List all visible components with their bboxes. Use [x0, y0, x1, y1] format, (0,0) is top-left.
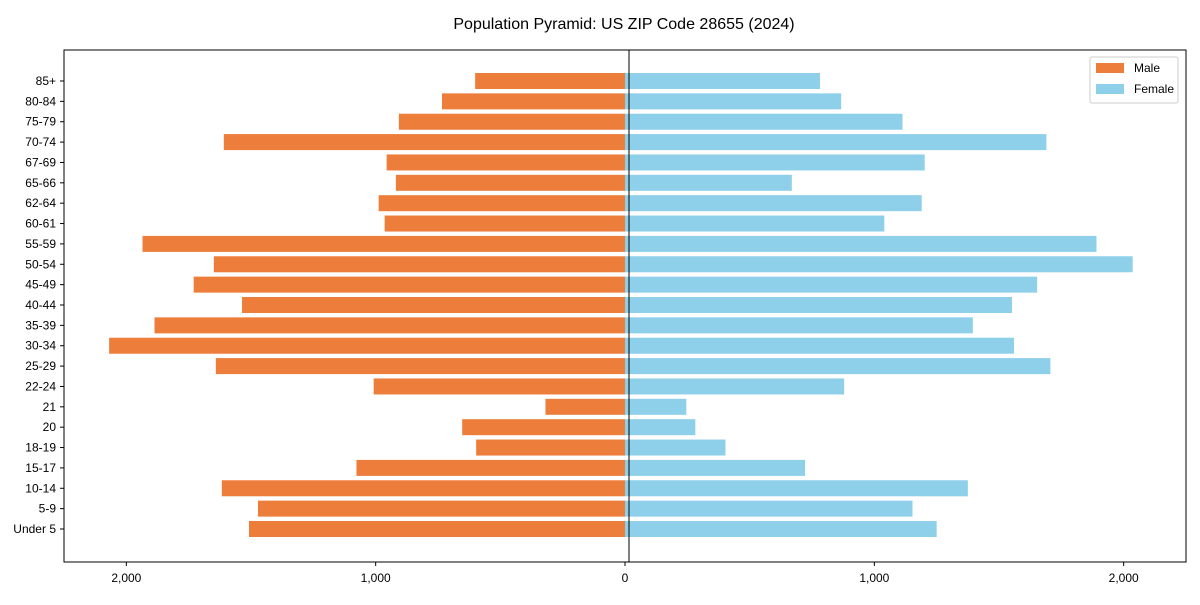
- bar-female-40-44: [625, 297, 1012, 313]
- y-tick-label: Under 5: [13, 522, 56, 536]
- bar-male-35-39: [154, 317, 625, 334]
- bar-male-70-74: [223, 134, 625, 151]
- bar-male-75-79: [398, 113, 625, 130]
- bar-male-10-14: [221, 480, 625, 497]
- bar-male-80-84: [441, 93, 625, 110]
- y-tick-label: 5-9: [39, 502, 57, 516]
- bar-female-35-39: [625, 317, 973, 334]
- y-tick-label: 22-24: [25, 379, 56, 393]
- y-tick-label: 62-64: [25, 196, 56, 210]
- bar-male-22-24: [373, 378, 625, 395]
- x-tick-label: 1,000: [859, 571, 889, 585]
- bar-female-21: [625, 398, 687, 415]
- bar-male-85+: [475, 73, 625, 89]
- x-tick-label: 2,000: [111, 571, 141, 585]
- bar-female-65-66: [625, 174, 792, 191]
- y-tick-label: 60-61: [25, 217, 56, 231]
- bar-male-25-29: [215, 358, 625, 375]
- bar-female-Under 5: [625, 521, 937, 537]
- y-tick-label: 21: [43, 400, 57, 414]
- bar-female-67-69: [625, 154, 925, 171]
- y-tick-label: 18-19: [25, 441, 56, 455]
- y-tick-label: 25-29: [25, 359, 56, 373]
- bar-female-60-61: [625, 215, 885, 232]
- y-tick-label: 75-79: [25, 115, 56, 129]
- bar-male-21: [545, 398, 625, 415]
- bar-female-55-59: [625, 235, 1097, 252]
- y-tick-label: 45-49: [25, 278, 56, 292]
- bar-male-40-44: [242, 297, 626, 313]
- x-tick-label: 1,000: [361, 571, 391, 585]
- plot-frame: [63, 49, 1187, 563]
- bar-female-22-24: [625, 378, 845, 395]
- bar-female-70-74: [625, 134, 1047, 151]
- y-tick-label: 55-59: [25, 237, 56, 251]
- bar-female-85+: [625, 73, 820, 89]
- y-tick-label: 80-84: [25, 94, 56, 108]
- bar-male-62-64: [378, 195, 625, 212]
- bar-male-55-59: [142, 235, 626, 252]
- bar-female-30-34: [625, 337, 1014, 354]
- y-tick-label: 85+: [36, 74, 56, 88]
- y-tick-label: 70-74: [25, 135, 56, 149]
- bar-female-18-19: [625, 439, 726, 456]
- y-tick-label: 10-14: [25, 481, 56, 495]
- bar-female-45-49: [625, 276, 1038, 293]
- bar-male-45-49: [193, 276, 626, 293]
- bar-female-20: [625, 419, 696, 436]
- y-tick-label: 67-69: [25, 155, 56, 169]
- bar-male-Under 5: [249, 521, 625, 537]
- bar-male-60-61: [384, 215, 625, 232]
- legend-label-male: Male: [1134, 61, 1160, 75]
- y-tick-label: 20: [43, 420, 57, 434]
- chart-title: Population Pyramid: US ZIP Code 28655 (2…: [453, 16, 794, 33]
- y-tick-label: 35-39: [25, 318, 56, 332]
- y-tick-label: 65-66: [25, 176, 56, 190]
- y-tick-label: 15-17: [25, 461, 56, 475]
- bar-male-67-69: [386, 154, 625, 171]
- bar-female-10-14: [625, 480, 968, 497]
- x-tick-label: 2,000: [1109, 571, 1139, 585]
- x-tick-label: 0: [622, 571, 629, 585]
- bar-male-18-19: [476, 439, 625, 456]
- bar-male-65-66: [395, 174, 625, 191]
- y-tick-label: 40-44: [25, 298, 56, 312]
- bar-female-80-84: [625, 93, 842, 110]
- legend: Male Female: [1089, 56, 1179, 104]
- bar-female-15-17: [625, 459, 806, 476]
- bar-female-50-54: [625, 256, 1133, 273]
- y-tick-label: 50-54: [25, 257, 56, 271]
- bar-male-5-9: [257, 500, 625, 517]
- bar-female-25-29: [625, 358, 1051, 375]
- legend-swatch-male: [1096, 63, 1124, 73]
- legend-label-female: Female: [1134, 82, 1174, 96]
- bar-male-20: [462, 419, 625, 436]
- bar-female-62-64: [625, 195, 922, 212]
- bar-male-50-54: [213, 256, 625, 273]
- bar-male-30-34: [109, 337, 625, 354]
- bar-male-15-17: [356, 459, 625, 476]
- bar-female-75-79: [625, 113, 903, 130]
- legend-swatch-female: [1096, 84, 1124, 94]
- y-tick-label: 30-34: [25, 339, 56, 353]
- bar-female-5-9: [625, 500, 913, 517]
